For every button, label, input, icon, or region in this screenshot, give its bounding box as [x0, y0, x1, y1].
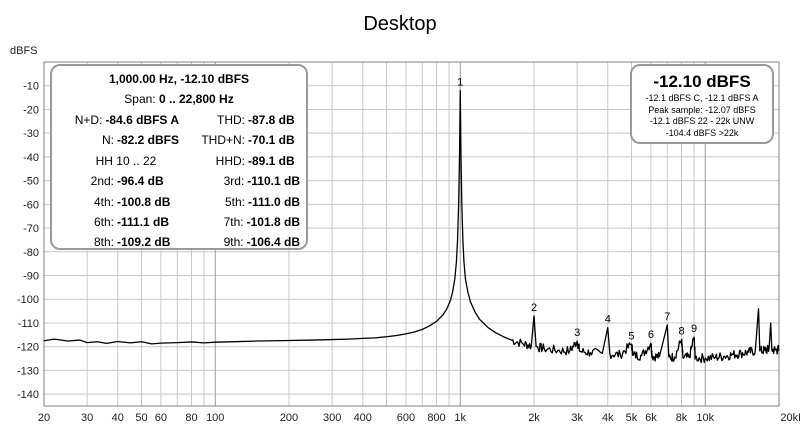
stat-label: N: — [101, 133, 114, 148]
stat-label: 9th: — [223, 235, 244, 250]
x-tick-label: 5k — [626, 412, 638, 424]
level-detail-line: -12.1 dBFS 22 - 22k UNW — [649, 116, 755, 126]
y-tick-labels: -10 -20 -30 -40 -50 -60 -70 -80 -90 -100 -110 -120 -… — [17, 81, 39, 401]
x-tick-label: 200 — [280, 412, 298, 424]
y-tick-label: -110 — [18, 318, 39, 330]
harmonic-marker-label: 1 — [457, 77, 463, 89]
stat-value: -111.1 dB — [117, 215, 170, 230]
stat-value: -70.1 dB — [248, 133, 295, 148]
stat-label: 3rd: — [223, 174, 245, 189]
spectrum-trace — [43, 90, 780, 364]
y-tick-label: -80 — [23, 247, 39, 259]
harmonic-marker-label: 4 — [605, 314, 611, 326]
stat-value: -89.1 dB — [248, 153, 295, 168]
chart-title: Desktop — [363, 13, 436, 35]
x-tick-label: 800 — [427, 412, 445, 424]
y-tick-label: -60 — [23, 199, 39, 211]
harmonic-marker-label: 7 — [664, 311, 670, 323]
level-detail-line: Peak sample: -12.07 dBFS — [648, 104, 756, 115]
stats-row: 6th: -111.1 dB 7th: -101.8 dB — [58, 212, 300, 232]
stat-label: N+D: — [74, 113, 103, 127]
stat-value: -96.4 dB — [117, 174, 164, 189]
x-tick-label: 600 — [397, 412, 415, 424]
stats-row: HH 10 .. 22 HHD: -89.1 dB — [58, 151, 300, 171]
stat-value: -87.8 dB — [248, 113, 295, 127]
y-tick-label: -100 — [17, 294, 39, 306]
y-tick-label: -30 — [23, 128, 39, 140]
stat-value: -101.8 dB — [246, 215, 300, 230]
level-detail-line: -12.1 dBFS C, -12.1 dBFS A — [645, 93, 759, 103]
level-detail-line: -104.4 dBFS >22k — [665, 127, 739, 138]
hh-range-label: HH 10 .. 22 — [95, 153, 157, 168]
plot-frame — [43, 61, 780, 407]
stat-value: -84.6 dBFS A — [105, 113, 179, 127]
y-tick-label: -70 — [23, 223, 39, 235]
harmonic-marker-label: 5 — [628, 330, 634, 342]
y-tick-label: -20 — [23, 104, 39, 116]
harmonic-marker-label: 8 — [678, 326, 684, 338]
span-value: 0 .. 22,800 Hz — [158, 92, 234, 106]
stat-value: -109.2 dB — [117, 235, 171, 250]
x-tick-label: 20kHz — [780, 412, 800, 424]
stat-label: 2nd: — [90, 174, 114, 189]
x-tick-label: 50 — [135, 412, 147, 424]
harmonic-markers: 1 2 3 4 5 678 9 — [457, 77, 697, 343]
x-tick-label: 3k — [571, 412, 583, 424]
stat-label: 8th: — [93, 235, 114, 250]
harmonic-marker-label: 2 — [531, 302, 537, 314]
stat-label: 4th: — [93, 194, 114, 209]
y-tick-label: -10 — [23, 81, 39, 93]
x-tick-label: 1k — [454, 412, 466, 424]
y-tick-label: -130 — [17, 365, 39, 377]
stat-label: 6th: — [93, 215, 114, 230]
span-label: Span: — [124, 92, 156, 106]
harmonic-marker-label: 6 — [648, 329, 654, 341]
y-axis-unit: dBFS — [10, 45, 38, 57]
stat-label: 7th: — [223, 215, 244, 230]
x-tick-label: 30 — [81, 412, 93, 424]
stats-header: 1,000.00 Hz, -12.10 dBFS — [108, 72, 250, 86]
x-tick-label: 20 — [38, 412, 50, 424]
stat-label: THD+N: — [201, 133, 245, 148]
x-tick-label: 300 — [323, 412, 341, 424]
x-tick-label: 100 — [206, 412, 224, 424]
y-tick-label: -40 — [23, 152, 39, 164]
x-tick-label: 40 — [112, 412, 124, 424]
y-tick-label: -50 — [23, 176, 39, 188]
stat-value: -111.0 dB — [247, 194, 300, 209]
y-tick-label: -140 — [17, 389, 39, 401]
stats-row: 2nd: -96.4 dB 3rd: -110.1 dB — [58, 171, 300, 191]
level-value: -12.10 dBFS — [653, 72, 751, 91]
stat-value: -110.1 dB — [247, 174, 300, 189]
stat-value: -82.2 dBFS — [116, 133, 179, 148]
x-tick-label: 2k — [528, 412, 540, 424]
stats-row: N: -82.2 dBFS THD+N: -70.1 dB — [58, 130, 300, 150]
harmonic-marker-label: 9 — [691, 323, 697, 335]
level-readout-panel[interactable]: -12.10 dBFS -12.1 dBFS C, -12.1 dBFS A P… — [630, 64, 774, 144]
x-tick-label: 80 — [185, 412, 197, 424]
y-tick-label: -120 — [17, 342, 39, 354]
x-tick-label: 6k — [645, 412, 657, 424]
stats-span: Span: 0 .. 22,800 Hz — [58, 89, 300, 110]
stats-row: 8th: -109.2 dB 9th: -106.4 dB — [58, 232, 300, 252]
stat-value: -106.4 dB — [246, 235, 300, 250]
y-tick-label: -90 — [23, 271, 39, 283]
x-tick-labels: 20 30 40 50 60 80 100 200 300 400 600 800 1k 2k 3k 4k 5k… — [38, 412, 800, 424]
stats-row: N+D: -84.6 dBFS A THD: -87.8 dB — [58, 110, 300, 130]
stat-label: THD: — [217, 113, 245, 127]
x-tick-label: 8k — [676, 412, 688, 424]
stat-label: HHD: — [215, 153, 245, 168]
x-tick-label: 400 — [354, 412, 372, 424]
stats-row: 4th: -100.8 dB 5th: -111.0 dB — [58, 192, 300, 212]
x-tick-label: 60 — [155, 412, 167, 424]
stat-label: 5th: — [224, 194, 245, 209]
stat-value: -100.8 dB — [117, 194, 171, 209]
x-tick-label: 4k — [602, 412, 614, 424]
x-tick-label: 10k — [696, 412, 714, 424]
harmonic-marker-label: 3 — [574, 327, 580, 339]
distortion-stats-panel[interactable]: 1,000.00 Hz, -12.10 dBFS Span: 0 .. 22,8… — [50, 64, 308, 250]
